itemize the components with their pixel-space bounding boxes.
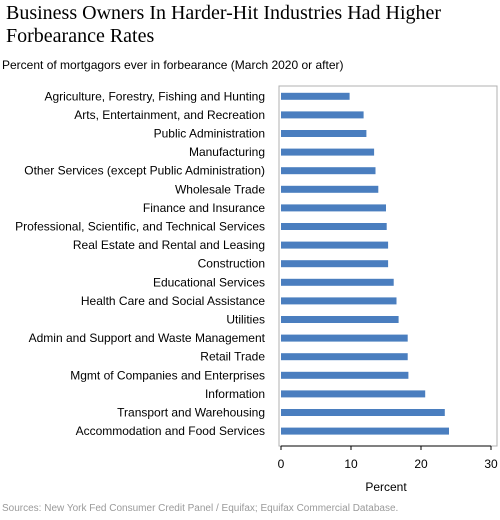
bar — [281, 241, 389, 249]
bar — [281, 130, 367, 137]
x-tick-label: 20 — [414, 457, 428, 471]
bar — [281, 334, 408, 342]
category-label: Wholesale Trade — [175, 182, 265, 196]
category-label: Accommodation and Food Services — [76, 424, 265, 438]
bar-chart: Agriculture, Forestry, Fishing and Hunti… — [15, 85, 498, 494]
category-label: Information — [205, 387, 265, 401]
x-tick-label: 0 — [278, 457, 285, 471]
x-axis-title: Percent — [365, 480, 407, 494]
source-note: Sources: New York Fed Consumer Credit Pa… — [2, 503, 399, 514]
category-label: Construction — [198, 257, 265, 271]
category-label: Arts, Entertainment, and Recreation — [74, 108, 265, 122]
bar — [281, 427, 449, 435]
category-label: Educational Services — [153, 275, 265, 289]
category-label: Professional, Scientific, and Technical … — [15, 220, 265, 234]
bar — [281, 92, 350, 100]
category-label: Real Estate and Rental and Leasing — [73, 238, 265, 252]
category-label: Retail Trade — [200, 350, 265, 364]
bar — [281, 371, 409, 379]
category-label: Admin and Support and Waste Management — [29, 331, 266, 345]
bar — [281, 297, 397, 305]
x-tick-label: 30 — [484, 457, 498, 471]
chart-title: Business Owners In Harder-Hit Industries… — [6, 2, 442, 47]
bar — [281, 278, 394, 286]
bar — [281, 223, 387, 230]
category-label: Other Services (except Public Administra… — [24, 164, 265, 178]
category-label: Finance and Insurance — [143, 201, 265, 215]
category-label: Mgmt of Companies and Enterprises — [70, 368, 265, 382]
category-label: Health Care and Social Assistance — [81, 294, 265, 308]
bar — [281, 148, 375, 156]
category-label: Transport and Warehousing — [117, 406, 265, 420]
bar — [281, 316, 399, 323]
bar — [281, 204, 386, 212]
bar — [281, 260, 389, 268]
category-label: Agriculture, Forestry, Fishing and Hunti… — [44, 89, 265, 103]
bar — [281, 167, 376, 175]
bar — [281, 390, 426, 398]
category-label: Manufacturing — [189, 145, 265, 159]
bar — [281, 185, 379, 193]
category-label: Public Administration — [154, 127, 265, 141]
bar — [281, 409, 445, 416]
category-label: Utilities — [226, 313, 265, 327]
x-tick-label: 10 — [344, 457, 358, 471]
bar — [281, 353, 408, 361]
bar — [281, 111, 364, 119]
chart-subtitle: Percent of mortgagors ever in forbearanc… — [2, 58, 344, 72]
